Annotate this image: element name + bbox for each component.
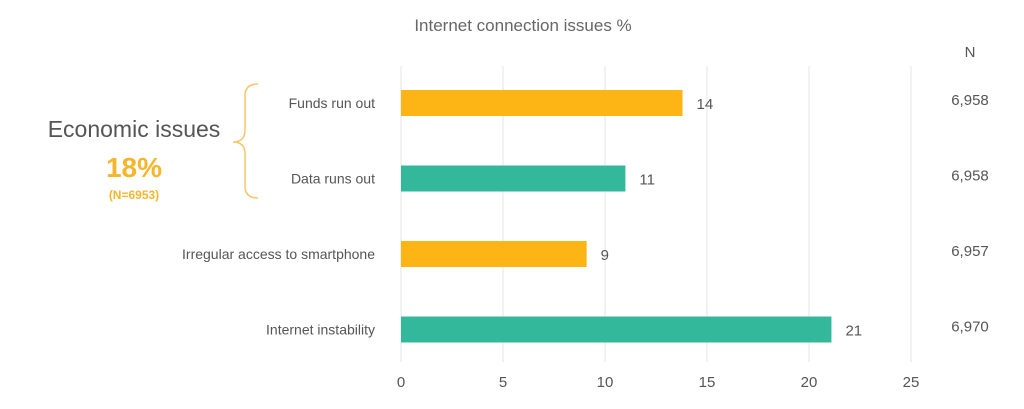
x-tick-label: 5 — [499, 374, 507, 391]
n-value: 6,957 — [951, 243, 989, 260]
data-label: 11 — [639, 172, 655, 189]
brace — [232, 83, 259, 199]
bar — [401, 316, 832, 343]
category-label: Data runs out — [291, 171, 375, 187]
annotation-title: Economic issues — [48, 116, 221, 142]
economic-issues-annotation: Economic issues 18% (N=6953) — [48, 83, 259, 202]
x-tick-label: 25 — [903, 374, 920, 391]
category-label: Funds run out — [289, 95, 375, 111]
x-tick-label: 20 — [801, 374, 818, 391]
n-value: 6,970 — [951, 319, 989, 336]
bar — [401, 90, 683, 116]
chart-title: Internet connection issues % — [414, 16, 631, 35]
n-value: 6,958 — [951, 168, 989, 185]
data-label: 14 — [697, 96, 714, 113]
x-tick-label: 15 — [699, 374, 716, 391]
bar — [401, 241, 587, 267]
annotation-value: 18% — [106, 152, 162, 183]
data-label: 21 — [845, 323, 862, 340]
n-value: 6,958 — [951, 92, 989, 109]
x-tick-label: 10 — [597, 374, 614, 391]
bar — [401, 165, 626, 192]
annotation-n: (N=6953) — [109, 188, 159, 202]
x-tick-label: 0 — [397, 374, 405, 391]
n-header: N — [965, 44, 976, 61]
data-label: 9 — [601, 247, 609, 264]
category-label: Irregular access to smartphone — [182, 246, 375, 262]
category-label: Internet instability — [266, 322, 375, 338]
